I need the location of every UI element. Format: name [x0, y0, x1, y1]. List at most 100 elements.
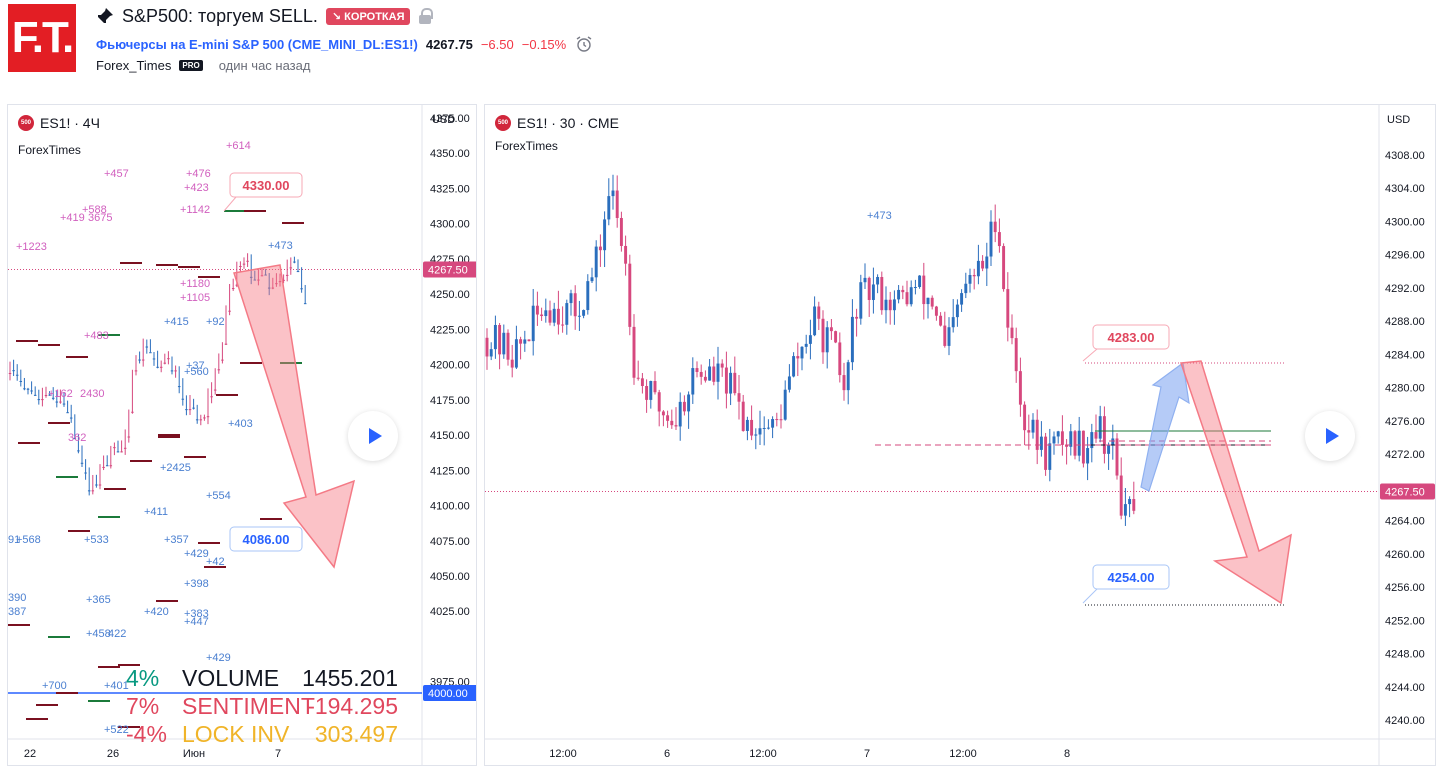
right-30m-candle	[796, 356, 800, 359]
right-30m-candle	[645, 386, 649, 400]
right-30m-candle	[598, 246, 602, 251]
right-30m-candle	[1077, 430, 1081, 456]
left-4h-candle	[210, 396, 213, 398]
right-30m-candle	[834, 331, 838, 343]
right-30m-candle	[972, 274, 976, 277]
trade-annotation: +365	[86, 594, 111, 606]
trade-annotation: +411	[144, 506, 168, 518]
right-30m-candle	[771, 419, 775, 428]
right-30m-candle	[1060, 431, 1064, 445]
trade-annotation: +473	[867, 210, 892, 222]
right-30m-candle	[1018, 371, 1022, 405]
right-30m-candle	[649, 380, 653, 400]
right-30m-candle	[640, 378, 644, 387]
chart-30m-author: ForexTimes	[495, 139, 558, 153]
alarm-clock-icon[interactable]	[574, 34, 594, 54]
right-30m-candle	[712, 366, 716, 382]
left-4h-candle	[282, 279, 285, 281]
short-badge[interactable]: ↘ КОРОТКАЯ	[325, 7, 411, 25]
right-30m-candle	[661, 411, 665, 416]
time-tick-label: 22	[24, 748, 36, 760]
right-30m-candle	[1069, 431, 1073, 447]
left-4h-candle	[242, 263, 246, 265]
right-30m-candle	[892, 299, 896, 311]
left-4h-candle	[224, 343, 228, 345]
chart-4h-panel[interactable]: USD 4375.00 4350.00 4325.00 4300.00 4275.00 42…	[7, 104, 477, 766]
stat-percent: -4%	[126, 721, 167, 747]
trade-annotation: +92	[206, 316, 225, 328]
right-30m-candle	[804, 343, 808, 347]
time-tick-label: 12:00	[549, 748, 577, 760]
symbol-row: Фьючерсы на E-mini S&P 500 (CME_MINI_DL:…	[96, 34, 594, 54]
author-name[interactable]: Forex_Times	[96, 58, 172, 73]
symbol-name-link[interactable]: Фьючерсы на E-mini S&P 500 (CME_MINI_DL:…	[96, 36, 418, 52]
right-30m-candle	[846, 362, 850, 391]
right-30m-candle	[733, 372, 737, 394]
right-30m-candle	[603, 219, 607, 251]
trade-annotation: +42	[206, 556, 225, 568]
right-30m-candle	[968, 274, 972, 284]
stat-label: VOLUME	[182, 665, 280, 691]
trade-annotation: +420	[144, 606, 169, 618]
right-30m-candle	[586, 281, 590, 311]
price-tick-label: 4244.00	[1385, 682, 1425, 694]
left-4h-candle	[69, 417, 73, 419]
chart-4h-canvas[interactable]: USD4375.004350.004325.004300.004275.0042…	[8, 105, 477, 766]
target-high-box	[229, 172, 303, 198]
trade-annotation: +533	[84, 534, 109, 546]
symbol-code-link[interactable]: CME_MINI_DL:ES1!	[292, 36, 414, 52]
right-30m-candle	[1035, 419, 1039, 450]
time-tick-label: 12:00	[949, 748, 977, 760]
right-30m-candle	[821, 318, 825, 353]
left-4h-candle	[235, 284, 239, 286]
left-4h-candle	[15, 374, 19, 376]
left-4h-candle	[253, 279, 257, 281]
forex-times-logo[interactable]: F.T.	[8, 4, 76, 72]
price-tick-label: 4050.00	[430, 571, 470, 583]
right-30m-candle	[1010, 327, 1014, 339]
price-tick-label: 4300.00	[430, 219, 470, 231]
chart-30m-canvas[interactable]: USD 4308.00 4304.00 4300.00 4296.00 4292.00 42…	[485, 105, 1436, 766]
right-30m-candle	[514, 339, 518, 368]
right-30m-candle	[561, 324, 565, 326]
trade-annotation: 91	[8, 534, 20, 546]
right-30m-candle	[930, 297, 934, 307]
stat-value: 303.497	[314, 721, 398, 747]
left-4h-candle	[285, 274, 289, 276]
right-30m-candle	[745, 419, 749, 431]
right-30m-candle	[1128, 498, 1132, 505]
chart-4h-author: ForexTimes	[18, 143, 81, 157]
right-30m-candle	[607, 196, 611, 220]
right-30m-candle	[762, 427, 766, 429]
left-4h-candle	[303, 303, 307, 305]
left-4h-candle	[59, 401, 62, 403]
play-button-right[interactable]	[1305, 411, 1355, 461]
play-button[interactable]	[348, 411, 398, 461]
right-30m-candle	[670, 420, 674, 426]
trade-annotation: 390	[8, 592, 26, 604]
left-4h-candle	[127, 436, 131, 438]
sell-arrow	[233, 264, 356, 569]
right-30m-candle	[666, 415, 670, 421]
trade-annotation: +458	[86, 628, 111, 640]
right-30m-candle	[510, 359, 514, 368]
right-30m-candle	[1014, 338, 1018, 372]
right-30m-candle	[964, 283, 968, 294]
left-4h-candle	[138, 359, 141, 361]
left-4h-candle	[123, 447, 127, 449]
time-tick-label: Июн	[183, 748, 205, 760]
left-4h-candle	[105, 465, 109, 467]
price-tick-label: 4350.00	[430, 148, 470, 160]
price-tick-label: 4225.00	[430, 324, 470, 336]
trade-annotation: +1223	[16, 241, 47, 253]
right-30m-candle	[775, 419, 779, 421]
right-30m-candle	[657, 392, 661, 412]
trade-annotation: +398	[184, 578, 209, 590]
right-30m-candle	[615, 190, 619, 218]
right-30m-candle	[502, 332, 506, 355]
right-30m-candle	[691, 368, 695, 395]
trade-annotation: +429	[206, 652, 231, 664]
right-30m-candle	[699, 371, 703, 377]
chart-30m-panel[interactable]: USD 4308.00 4304.00 4300.00 4296.00 4292.00 42…	[484, 104, 1436, 766]
left-4h-candle	[80, 462, 84, 464]
